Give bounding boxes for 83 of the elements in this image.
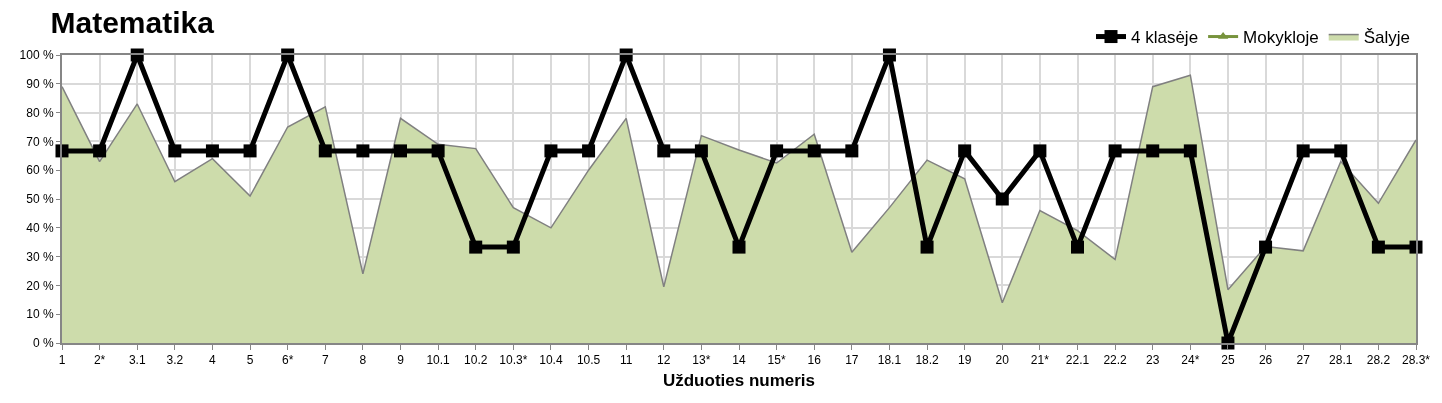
x-tick-label: 15*	[767, 353, 786, 368]
legend-label: Mokykloje	[1243, 28, 1319, 48]
point	[1259, 240, 1273, 254]
x-tick-label: 10.4	[539, 353, 563, 368]
point	[732, 240, 746, 254]
x-tick-label: 23	[1146, 353, 1160, 368]
y-tick-label: 10 %	[26, 307, 54, 322]
x-tick-label: 2*	[93, 353, 106, 368]
y-tick-label: 50 %	[26, 192, 54, 207]
y-tick-label: 40 %	[26, 221, 54, 235]
x-tick-label: 9	[397, 353, 405, 368]
point	[469, 240, 483, 254]
point	[394, 144, 407, 158]
x-tick-label: 24*	[1181, 353, 1200, 368]
point	[995, 192, 1009, 206]
x-tick-label: 27	[1296, 353, 1311, 368]
point	[694, 144, 708, 158]
point	[920, 240, 934, 254]
point	[582, 144, 596, 158]
point	[958, 144, 972, 158]
point	[807, 144, 821, 158]
point	[1183, 144, 1197, 158]
x-tick-label: 5	[246, 353, 254, 368]
point	[544, 144, 558, 158]
x-tick-label: 10.2	[464, 353, 488, 368]
chart-title: Matematika	[50, 6, 215, 40]
y-tick-label: 20 %	[26, 278, 54, 293]
y-tick-label: 60 %	[26, 163, 54, 178]
y-tick-label: 0 %	[32, 336, 54, 351]
x-tick-label: 18.1	[877, 353, 902, 368]
x-tick-label: 25	[1221, 353, 1235, 368]
x-tick-label: 1	[58, 353, 66, 368]
x-tick-label: 12	[657, 353, 671, 368]
x-tick-label: 28.1	[1329, 353, 1353, 368]
point	[770, 144, 784, 158]
x-tick-label: 22.1	[1065, 353, 1090, 368]
y-tick-label: 30 %	[26, 249, 54, 264]
x-tick-label: 6*	[282, 353, 294, 368]
point	[1296, 144, 1310, 158]
point	[1334, 144, 1348, 158]
y-tick-label: 90 %	[26, 77, 54, 91]
legend-label: 4 klasėje	[1131, 28, 1199, 48]
point	[1146, 144, 1160, 158]
x-tick-label: 8	[359, 353, 367, 368]
x-tick-label: 22.2	[1103, 353, 1128, 368]
x-tick-label: 13*	[692, 353, 711, 368]
x-tick-label: 26	[1258, 353, 1273, 368]
point	[506, 240, 520, 254]
x-tick-label: 19	[957, 353, 972, 368]
y-tick-label: 100 %	[19, 48, 54, 63]
point	[431, 144, 445, 158]
point	[318, 144, 332, 158]
point	[845, 144, 859, 158]
x-tick-label: 21*	[1030, 353, 1050, 368]
point	[1071, 240, 1084, 254]
x-tick-label: 10.5	[576, 353, 601, 368]
y-tick-label: 70 %	[26, 134, 54, 149]
point	[356, 144, 370, 158]
x-tick-label: 7	[321, 353, 329, 368]
point	[243, 144, 257, 158]
point	[1108, 144, 1122, 158]
x-tick-label: 16	[807, 353, 822, 368]
point	[657, 144, 671, 158]
y-tick-label: 80 %	[26, 105, 54, 120]
x-tick-label: 11	[619, 353, 633, 368]
x-tick-label: 4	[209, 353, 217, 368]
point	[1033, 144, 1047, 158]
x-tick-label: 10.1	[426, 353, 451, 368]
x-tick-label: 17	[845, 353, 859, 368]
x-tick-label: 20	[995, 353, 1010, 368]
x-tick-label: 3.1	[128, 353, 146, 368]
point	[1371, 240, 1385, 254]
point	[205, 144, 219, 158]
point	[168, 144, 182, 158]
x-tick-label: 28.3*	[1401, 353, 1431, 368]
x-tick-label: 10.3*	[499, 353, 528, 368]
x-tick-label: 3.2	[166, 353, 184, 368]
point	[93, 144, 107, 158]
x-tick-label: 18.2	[915, 353, 940, 368]
x-axis-title: Užduoties numeris	[662, 371, 816, 391]
x-tick-label: 14	[732, 353, 746, 368]
legend-label: Šalyje	[1363, 28, 1411, 48]
x-tick-label: 28.2	[1366, 353, 1391, 368]
